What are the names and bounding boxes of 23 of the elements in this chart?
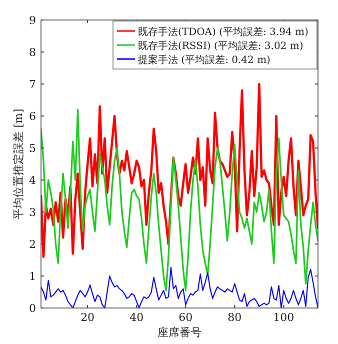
line-series (41, 82, 318, 258)
x-tick-label: 100 (273, 311, 294, 324)
x-tick-label: 80 (228, 311, 242, 324)
y-tick-label: 0 (29, 302, 36, 315)
y-tick-label: 8 (29, 46, 36, 59)
y-axis-title: 平均位置推定誤差 [m] (12, 108, 25, 220)
legend-label: 既存手法(TDOA) (平均誤差: 3.94 m) (138, 26, 308, 38)
line-series (41, 108, 318, 292)
x-tick-label: 40 (130, 311, 144, 324)
line-series (41, 266, 318, 308)
y-tick-label: 4 (29, 174, 36, 187)
legend-label: 既存手法(RSSI) (平均誤差: 3.02 m) (138, 40, 304, 52)
y-tick-label: 6 (29, 110, 36, 123)
x-tick-label: 60 (178, 311, 193, 324)
x-tick-label: 20 (80, 311, 95, 324)
x-axis-title: 座席番号 (158, 326, 202, 339)
legend-label: 提案手法 (平均誤差: 0.42 m) (138, 54, 271, 66)
y-tick-label: 5 (29, 142, 36, 155)
y-tick-label: 2 (29, 238, 36, 251)
y-tick-label: 9 (29, 14, 36, 27)
y-tick-label: 7 (29, 78, 36, 91)
y-tick-label: 3 (29, 206, 36, 219)
y-tick-label: 1 (29, 270, 36, 283)
